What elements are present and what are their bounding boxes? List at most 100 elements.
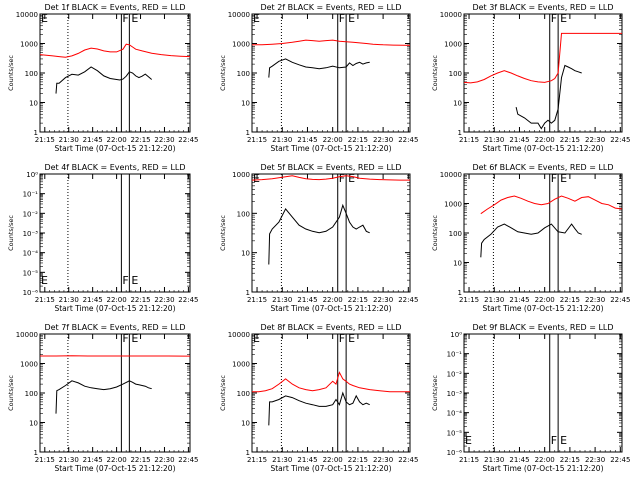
x-axis-label: Start Time (07-Oct-15 21:12:20): [54, 304, 175, 313]
y-tick-label: 10⁰: [26, 171, 38, 179]
lld-series-line: [251, 39, 411, 46]
y-tick-label: 1000: [232, 41, 250, 49]
plot-frame: [251, 333, 411, 453]
x-tick-label: 21:30: [59, 136, 79, 144]
marker-letter: F: [339, 172, 345, 185]
x-axis-label: Start Time (07-Oct-15 21:12:20): [54, 464, 175, 473]
x-tick-label: 22:30: [373, 456, 393, 464]
x-tick-label: 22:15: [560, 136, 580, 144]
events-series-line: [268, 58, 370, 78]
y-axis-label: Counts/sec: [7, 375, 15, 411]
marker-letter: F: [122, 274, 128, 287]
x-tick-label: 21:45: [297, 456, 317, 464]
x-axis-label: Start Time (07-Oct-15 21:12:20): [482, 144, 603, 153]
y-tick-label: 10: [241, 100, 250, 108]
y-tick-label: 1000: [232, 361, 250, 369]
y-tick-label: 1: [34, 129, 38, 137]
x-tick-label: 22:15: [560, 456, 580, 464]
x-tick-label: 21:45: [509, 136, 529, 144]
detector-panel-4: Det 4f BLACK = Events, RED = LLD 10⁻⁶ 10⁻⁵…: [7, 163, 198, 313]
panel-title: Det 8f BLACK = Events, RED = LLD: [260, 323, 401, 332]
x-tick-label: 22:15: [130, 296, 150, 304]
x-tick-label: 22:30: [373, 296, 393, 304]
x-tick-label: 21:45: [509, 456, 529, 464]
y-tick-label: 1000: [444, 201, 462, 209]
marker-letter: E: [253, 12, 260, 25]
lld-series-line: [39, 43, 191, 58]
x-tick-label: 21:30: [272, 136, 292, 144]
x-tick-label: 22:30: [154, 136, 174, 144]
y-tick-label: 1000: [20, 361, 38, 369]
marker-letter: E: [131, 332, 138, 345]
panel-title: Det 4f BLACK = Events, RED = LLD: [44, 163, 185, 172]
x-tick-label: 22:00: [535, 456, 555, 464]
x-tick-label: 21:45: [83, 136, 103, 144]
x-tick-label: 21:30: [484, 456, 504, 464]
x-tick-label: 21:15: [459, 136, 479, 144]
y-tick-label: 10000: [440, 171, 462, 179]
y-tick-label: 10: [241, 420, 250, 428]
panel-title: Det 7f BLACK = Events, RED = LLD: [44, 323, 185, 332]
detector-panel-2: Det 2f BLACK = Events, RED = LLD 1 10 100 10…: [219, 3, 418, 153]
x-tick-label: 21:30: [484, 296, 504, 304]
lld-series-line: [480, 195, 623, 215]
x-axis-label: Start Time (07-Oct-15 21:12:20): [482, 464, 603, 473]
x-tick-label: 21:15: [459, 456, 479, 464]
lld-series-line: [252, 371, 410, 393]
x-tick-label: 22:45: [178, 296, 198, 304]
plot-frame: [463, 13, 623, 133]
panel-title: Det 9f BLACK = Events, RED = LLD: [472, 323, 613, 332]
panel-title: Det 6f BLACK = Events, RED = LLD: [472, 163, 613, 172]
events-series-line: [55, 380, 152, 414]
y-tick-label: 10: [453, 100, 462, 108]
x-tick-label: 21:45: [83, 296, 103, 304]
detector-panel-8: Det 8f BLACK = Events, RED = LLD 1 10 100 10…: [219, 323, 418, 473]
x-tick-label: 21:30: [272, 296, 292, 304]
x-tick-label: 22:30: [373, 136, 393, 144]
y-tick-label: 10⁻¹: [447, 351, 463, 359]
x-tick-label: 22:30: [154, 296, 174, 304]
x-tick-label: 21:15: [35, 456, 55, 464]
marker-letter: E: [560, 434, 567, 447]
y-tick-label: 10000: [440, 11, 462, 19]
x-tick-label: 21:30: [59, 296, 79, 304]
marker-letter: E: [560, 172, 567, 185]
marker-letter: F: [122, 332, 128, 345]
marker-letter: F: [339, 12, 345, 25]
panel-title: Det 3f BLACK = Events, RED = LLD: [472, 3, 613, 12]
marker-letter: E: [348, 172, 355, 185]
y-tick-label: 1: [458, 129, 462, 137]
x-tick-label: 21:45: [83, 456, 103, 464]
x-tick-label: 21:30: [484, 136, 504, 144]
x-tick-label: 22:15: [130, 456, 150, 464]
plot-frame: [463, 333, 623, 453]
events-series-line: [268, 391, 370, 426]
y-tick-label: 100: [237, 390, 250, 398]
y-tick-label: 10: [29, 100, 38, 108]
x-tick-label: 22:30: [585, 296, 605, 304]
lld-series-line: [463, 32, 622, 84]
x-tick-label: 22:00: [323, 296, 343, 304]
y-tick-label: 1: [246, 289, 250, 297]
panel-title: Det 5f BLACK = Events, RED = LLD: [260, 163, 401, 172]
x-tick-label: 21:30: [272, 456, 292, 464]
y-axis-label: Counts/sec: [431, 215, 439, 251]
x-tick-label: 22:30: [585, 136, 605, 144]
x-tick-label: 22:00: [323, 456, 343, 464]
x-tick-label: 21:15: [35, 296, 55, 304]
detector-panel-9: Det 9f BLACK = Events, RED = LLD 10⁻⁶ 10⁻⁵…: [431, 323, 630, 473]
x-tick-label: 22:45: [178, 456, 198, 464]
plot-frame: [251, 173, 411, 293]
marker-letter: E: [41, 274, 48, 287]
events-series-line: [515, 64, 582, 130]
marker-letter: E: [131, 274, 138, 287]
marker-letter: E: [131, 12, 138, 25]
y-tick-label: 1: [458, 289, 462, 297]
marker-letter: E: [348, 12, 355, 25]
x-axis-label: Start Time (07-Oct-15 21:12:20): [270, 144, 391, 153]
plot-frame: [39, 333, 191, 453]
x-tick-label: 22:15: [348, 136, 368, 144]
x-tick-label: 22:00: [535, 296, 555, 304]
plot-frame: [39, 173, 191, 293]
y-tick-label: 1000: [20, 41, 38, 49]
